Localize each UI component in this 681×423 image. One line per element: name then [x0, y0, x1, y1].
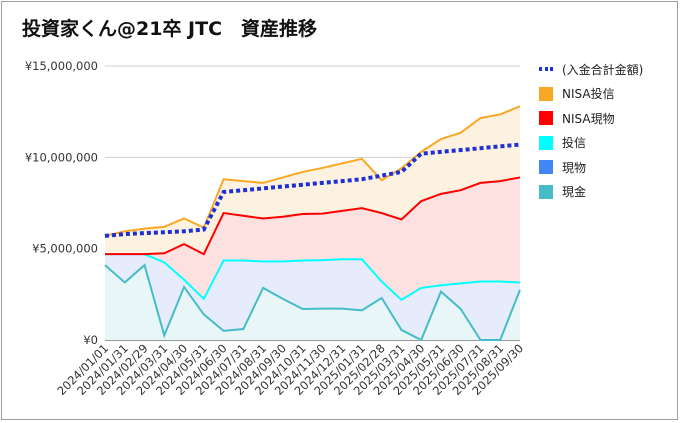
legend-item: 現物 — [539, 155, 643, 180]
legend-label: NISA現物 — [562, 111, 615, 126]
chart-title: 投資家くん@21卒 JTC 資産推移 — [22, 18, 318, 40]
area-現金 — [105, 265, 520, 340]
legend-label: (入金合計金額) — [562, 62, 644, 77]
series-line-NISA投信 — [104, 105, 521, 237]
series-line-投信 — [105, 253, 521, 302]
legend-label: 現金 — [562, 185, 587, 200]
legend-item: 投信 — [539, 131, 643, 156]
chart-legend: (入金合計金額) NISA投信 NISA現物 投信現物現金 — [539, 57, 643, 204]
area-投信 — [105, 254, 520, 340]
legend-label: 現物 — [562, 160, 587, 175]
legend-item: NISA投信 — [539, 82, 643, 107]
legend-item: 現金 — [539, 180, 643, 205]
legend-swatch — [539, 135, 553, 150]
y-tick-label: ¥5,000,000 — [32, 242, 98, 256]
legend-swatch — [539, 184, 553, 199]
y-tick-label: ¥0 — [83, 333, 98, 347]
legend-swatch — [539, 160, 553, 175]
legend-swatch — [539, 62, 553, 76]
legend-label: NISA投信 — [562, 87, 615, 102]
series-line-NISA現物 — [105, 176, 521, 256]
y-tick-label: ¥10,000,000 — [25, 150, 98, 164]
legend-swatch — [539, 111, 553, 126]
area-NISA現物 — [105, 177, 520, 300]
legend-swatch — [539, 86, 553, 101]
legend-item: (入金合計金額) — [539, 57, 643, 82]
legend-item: NISA現物 — [539, 106, 643, 131]
series-line-現金 — [104, 263, 521, 342]
y-tick-label: ¥15,000,000 — [25, 59, 98, 73]
legend-label: 投信 — [562, 136, 587, 151]
